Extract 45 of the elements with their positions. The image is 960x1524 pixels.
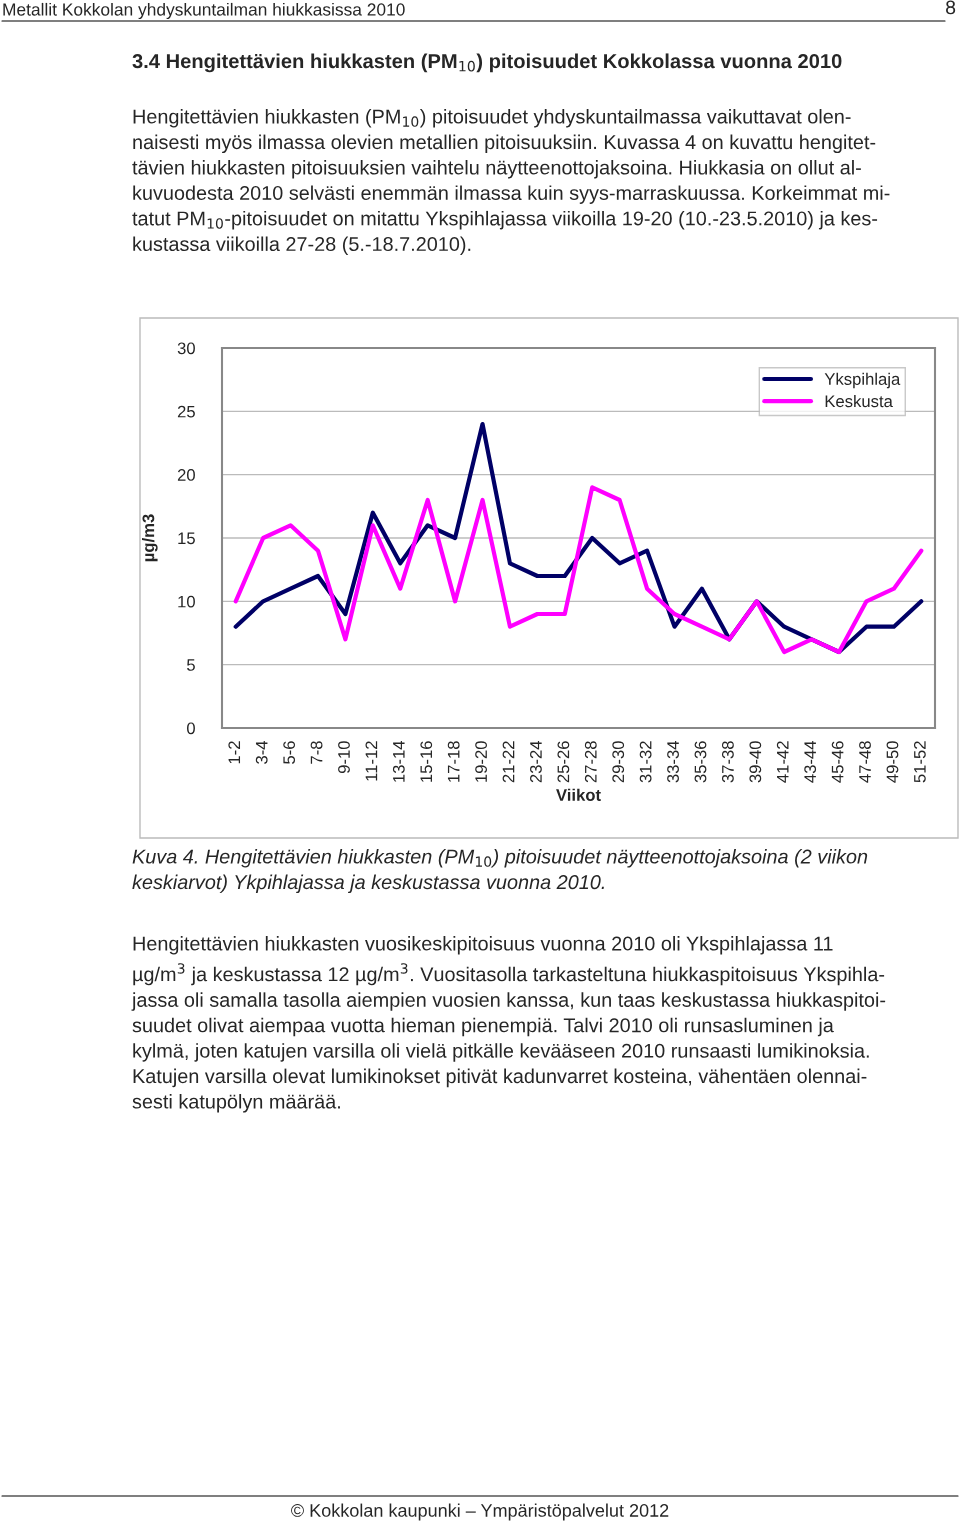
x-tick-label: 29-30 — [612, 741, 625, 783]
legend-label: Keskusta — [825, 394, 893, 408]
x-tick-label: 25-26 — [557, 741, 570, 783]
y-tick-label: 15 — [178, 532, 195, 545]
text: Metallit Kokkolan yhdyskuntailman hiukkasissa 2010 — [3, 2, 405, 20]
chart-title: 3.4 Hengitettävien hiukkasten (PM$_{10}$) pitoisuudet Kokkolassa vuonna 2010 — [132, 53, 842, 73]
x-tick-label: 47-48 — [859, 741, 871, 783]
y-tick-label: 0 — [186, 722, 195, 735]
x-tick-label: 35-36 — [694, 741, 707, 783]
y-tick-label: 25 — [177, 405, 195, 418]
x-tick-label: 7-8 — [310, 741, 323, 764]
x-tick-label: 33-34 — [667, 740, 679, 783]
x-tick-label: 49-50 — [886, 741, 899, 783]
text: © Kokkolan kaupunki – Ympäristöpalvelut 2012 — [291, 1503, 669, 1521]
x-tick-label: 9-10 — [338, 741, 350, 774]
x-axis-title: Viikot — [556, 788, 601, 801]
x-tick-label: 45-46 — [831, 741, 844, 783]
x-tick-label: 23-24 — [530, 740, 542, 783]
x-tick-label: 5-6 — [283, 741, 296, 764]
x-tick-label: 3-4 — [255, 740, 268, 764]
x-tick-label: 51-52 — [913, 741, 926, 783]
text: Kuva 4. Hengitettävien hiukkasten (PM$_{10}$) pitoisuudet näytteenottojaksoina (2 viikon keskiarvot) Ykpihlajassa ja keskustassa vuonna 2010. — [132, 849, 868, 894]
text: Hengitettävien hiukkasten (PM$_{10}$) pitoisuudet yhdyskuntailmassa vaikuttavat olen- naisesti myös ilmassa olevien metallien pitoisuuksiin. Kuvassa 4 on kuvattu hengitet- tävien hiukkasten pitoisuuksien vaihtelu näytteenottojaksoina. Hiukkasia on ollut al- kuvuodesta 2010 selvästi enemmän ilmassa kuin syys-marraskuussa. Korkeimmat mi- tatut PM$_{10}$-pitoisuudet on mitattu Ykspihlajassa viikoilla 19-20 (10.-23.5.2010) ja kes- kustassa viikoilla 27-28 (5.-18.7.2010). — [132, 109, 890, 255]
y-axis-title: µg/m3 — [142, 514, 158, 562]
x-tick-label: 15-16 — [420, 741, 433, 782]
y-tick-label: 5 — [187, 659, 195, 671]
x-tick-label: 19-20 — [475, 741, 487, 782]
x-tick-label: 17-18 — [447, 741, 460, 782]
x-tick-label: 41-42 — [776, 741, 789, 783]
line-series — [233, 485, 924, 655]
x-tick-label: 1-2 — [228, 741, 241, 764]
x-tick-label: 11-12 — [365, 741, 378, 781]
x-tick-label: 31-32 — [639, 741, 652, 783]
x-tick-label: 21-22 — [502, 741, 515, 783]
x-tick-label: 39-40 — [749, 741, 762, 783]
text: 8 — [946, 0, 956, 15]
x-tick-label: 27-28 — [584, 741, 597, 783]
x-tick-label: 13-14 — [392, 740, 405, 782]
y-tick-label: 20 — [177, 469, 195, 481]
legend-label: Ykspihlaja — [824, 372, 901, 389]
x-tick-label: 43-44 — [804, 740, 817, 783]
x-tick-label: 37-38 — [722, 741, 734, 783]
y-tick-label: 10 — [178, 595, 195, 608]
y-tick-label: 30 — [177, 342, 195, 355]
text: Hengitettävien hiukkasten vuosikeskipitoisuus vuonna 2010 oli Ykspihlajassa 11 µg/m$^{3}$ ja keskustassa 12 µg/m$^{3}$. Vuositasolla tarkasteltuna hiukkaspitoisuus Ykspihla- jassa oli samalla tasolla aiempien vuosien kanssa, kun taas keskustassa hiukkaspitoi- suudet olivat aiempaa vuotta hieman pienempiä. Talvi 2010 oli runsasluminen ja kylmä, joten katujen varsilla oli vielä pitkälle kevääseen 2010 runsaasti lumikinoksia. Katujen varsilla olevat lumikinokset pitivät kadunvarret kosteina, vähentäen olennai- sesti katupölyn määrää. — [131, 936, 886, 1113]
